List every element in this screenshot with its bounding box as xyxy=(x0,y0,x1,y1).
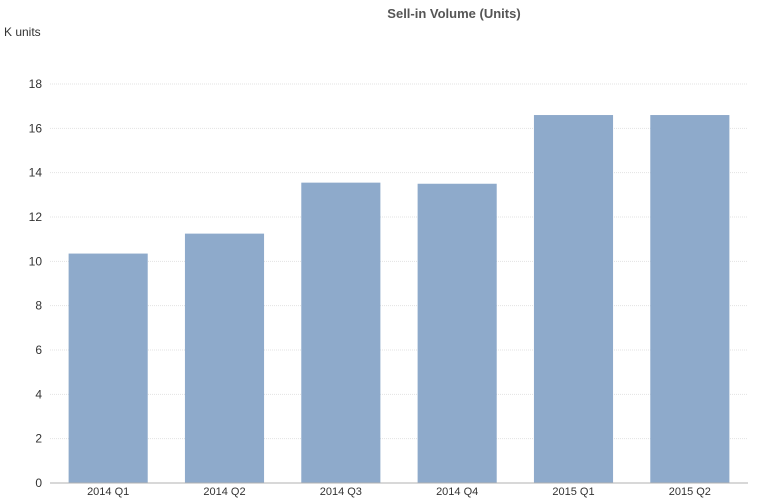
y-tick-label: 10 xyxy=(29,254,43,268)
x-tick-label: 2014 Q1 xyxy=(87,486,129,498)
y-axis-ticks: 0 2 4 6 8 10 12 14 16 18 xyxy=(29,77,43,490)
x-tick-label: 2014 Q2 xyxy=(203,486,245,498)
bar xyxy=(417,183,497,483)
bar xyxy=(650,115,730,484)
y-axis-unit-label: K units xyxy=(4,25,41,39)
bar xyxy=(68,253,148,483)
x-tick-label: 2015 Q2 xyxy=(669,486,711,498)
y-tick-label: 14 xyxy=(29,166,43,180)
y-tick-label: 18 xyxy=(29,77,43,91)
x-axis-labels: 2014 Q1 2014 Q2 2014 Q3 2014 Q4 2015 Q1 2015 … xyxy=(87,486,711,498)
bar xyxy=(184,233,265,483)
y-tick-label: 2 xyxy=(35,432,42,446)
x-tick-label: 2015 Q1 xyxy=(552,486,594,498)
chart-title: Sell-in Volume (Units) xyxy=(387,6,521,21)
bars xyxy=(68,115,730,484)
y-tick-label: 16 xyxy=(29,121,43,135)
x-tick-label: 2014 Q4 xyxy=(436,486,478,498)
grid-lines xyxy=(50,83,748,440)
y-tick-label: 8 xyxy=(35,299,42,313)
bar xyxy=(301,182,381,483)
bar xyxy=(533,115,614,484)
y-tick-label: 6 xyxy=(35,343,42,357)
y-tick-label: 12 xyxy=(29,210,43,224)
y-tick-label: 4 xyxy=(35,387,42,401)
x-tick-label: 2014 Q3 xyxy=(320,486,362,498)
y-tick-label: 0 xyxy=(35,476,42,490)
